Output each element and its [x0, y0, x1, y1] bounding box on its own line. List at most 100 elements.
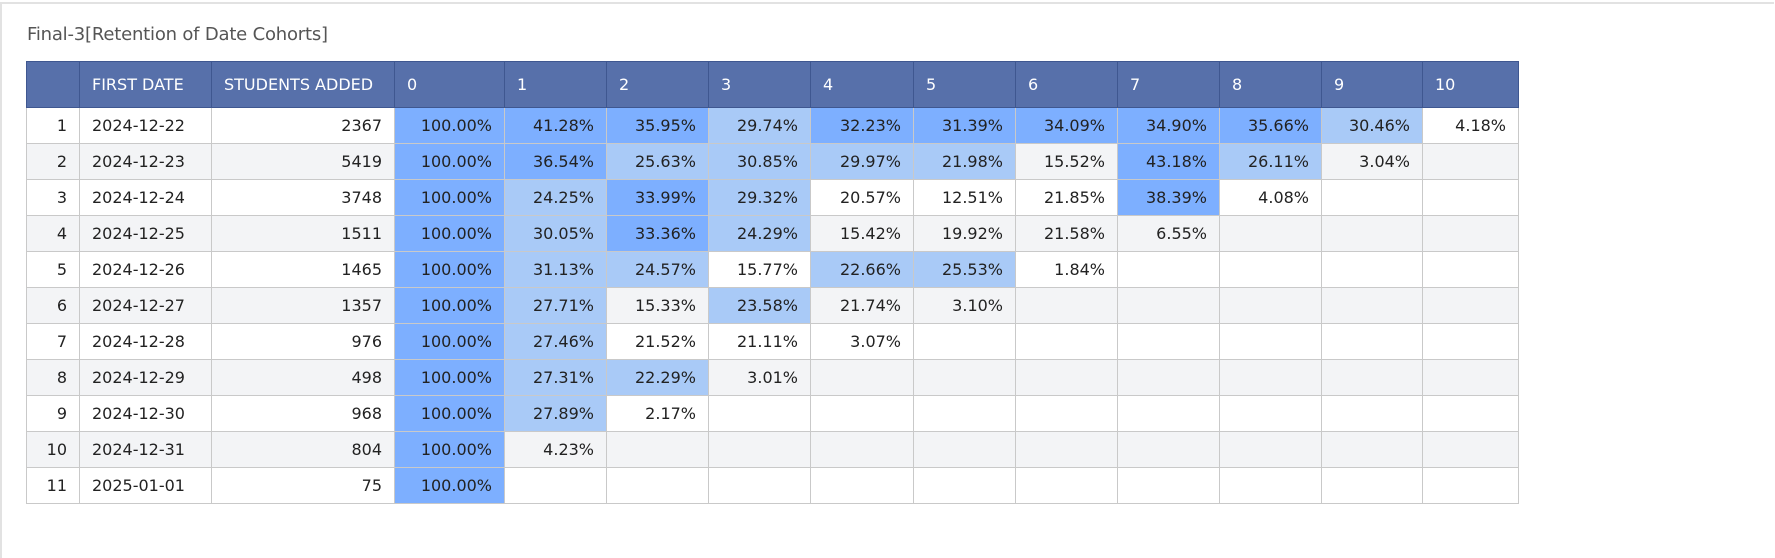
empty-cell — [1015, 323, 1118, 360]
empty-cell — [913, 467, 1016, 504]
empty-cell — [1321, 179, 1423, 216]
column-header-period-3[interactable]: 3 — [708, 61, 811, 108]
row-index-cell: 3 — [26, 179, 80, 216]
empty-cell — [1422, 467, 1519, 504]
column-header-period-6[interactable]: 6 — [1015, 61, 1118, 108]
table-row: 3 2024-12-24 3748 100.00% 24.25% 33.99% 29.32%… — [26, 179, 1519, 216]
empty-cell — [1015, 431, 1118, 468]
table-row: 5 2024-12-26 1465 100.00% 31.13% 24.57% 15.77%… — [26, 251, 1519, 288]
empty-cell — [606, 467, 709, 504]
retention-cell: 35.66% — [1219, 107, 1322, 144]
column-header-period-10[interactable]: 10 — [1422, 61, 1519, 108]
row-index-cell: 8 — [26, 359, 80, 396]
retention-cell: 100.00% — [394, 179, 505, 216]
empty-cell — [1219, 467, 1322, 504]
empty-cell — [1422, 215, 1519, 252]
retention-cell: 3.07% — [810, 323, 914, 360]
empty-cell — [1321, 251, 1423, 288]
retention-cell: 29.74% — [708, 107, 811, 144]
retention-cell: 24.25% — [504, 179, 607, 216]
students-added-cell: 5419 — [211, 143, 395, 180]
empty-cell — [1117, 431, 1220, 468]
empty-cell — [913, 359, 1016, 396]
column-header-first-date[interactable]: FIRST DATE — [79, 61, 212, 108]
row-index-cell: 2 — [26, 143, 80, 180]
empty-cell — [1321, 215, 1423, 252]
empty-cell — [1422, 395, 1519, 432]
first-date-cell: 2025-01-01 — [79, 467, 212, 504]
retention-cell: 27.31% — [504, 359, 607, 396]
students-added-cell: 1357 — [211, 287, 395, 324]
first-date-cell: 2024-12-31 — [79, 431, 212, 468]
retention-cell: 1.84% — [1015, 251, 1118, 288]
retention-cell: 25.63% — [606, 143, 709, 180]
retention-cell: 3.10% — [913, 287, 1016, 324]
table-row: 11 2025-01-01 75 100.00% — [26, 467, 1519, 504]
empty-cell — [1219, 395, 1322, 432]
retention-cell: 21.52% — [606, 323, 709, 360]
retention-cell: 41.28% — [504, 107, 607, 144]
retention-cell: 20.57% — [810, 179, 914, 216]
students-added-cell: 3748 — [211, 179, 395, 216]
column-header-period-7[interactable]: 7 — [1117, 61, 1220, 108]
first-date-cell: 2024-12-25 — [79, 215, 212, 252]
column-header-period-5[interactable]: 5 — [913, 61, 1016, 108]
retention-cell: 100.00% — [394, 431, 505, 468]
empty-cell — [1117, 287, 1220, 324]
empty-cell — [1321, 287, 1423, 324]
empty-cell — [1422, 143, 1519, 180]
table-row: 1 2024-12-22 2367 100.00% 41.28% 35.95% 29.74%… — [26, 107, 1519, 144]
first-date-cell: 2024-12-28 — [79, 323, 212, 360]
row-index-cell: 10 — [26, 431, 80, 468]
retention-cell: 32.23% — [810, 107, 914, 144]
empty-cell — [1015, 287, 1118, 324]
students-added-cell: 976 — [211, 323, 395, 360]
empty-cell — [1219, 323, 1322, 360]
column-header-period-2[interactable]: 2 — [606, 61, 709, 108]
retention-cell: 30.85% — [708, 143, 811, 180]
empty-cell — [1219, 215, 1322, 252]
column-header-row-number[interactable] — [26, 61, 80, 108]
retention-cell: 2.17% — [606, 395, 709, 432]
retention-cell: 29.32% — [708, 179, 811, 216]
students-added-cell: 2367 — [211, 107, 395, 144]
retention-cell: 35.95% — [606, 107, 709, 144]
empty-cell — [1219, 287, 1322, 324]
row-index-cell: 1 — [26, 107, 80, 144]
empty-cell — [1321, 467, 1423, 504]
retention-cell: 4.18% — [1422, 107, 1519, 144]
retention-cell: 100.00% — [394, 251, 505, 288]
retention-cell: 43.18% — [1117, 143, 1220, 180]
empty-cell — [1117, 395, 1220, 432]
empty-cell — [1117, 323, 1220, 360]
retention-cell: 33.36% — [606, 215, 709, 252]
retention-cell: 23.58% — [708, 287, 811, 324]
empty-cell — [1422, 431, 1519, 468]
retention-cell: 12.51% — [913, 179, 1016, 216]
empty-cell — [1219, 431, 1322, 468]
table-row: 2 2024-12-23 5419 100.00% 36.54% 25.63% 30.85%… — [26, 143, 1519, 180]
empty-cell — [913, 431, 1016, 468]
retention-cell: 30.46% — [1321, 107, 1423, 144]
retention-cell: 21.74% — [810, 287, 914, 324]
column-header-students-added[interactable]: STUDENTS ADDED — [211, 61, 395, 108]
retention-cell: 19.92% — [913, 215, 1016, 252]
table-row: 4 2024-12-25 1511 100.00% 30.05% 33.36% 24.29%… — [26, 215, 1519, 252]
column-header-period-1[interactable]: 1 — [504, 61, 607, 108]
retention-cell: 21.98% — [913, 143, 1016, 180]
retention-cell: 15.33% — [606, 287, 709, 324]
column-header-period-9[interactable]: 9 — [1321, 61, 1423, 108]
column-header-period-0[interactable]: 0 — [394, 61, 505, 108]
first-date-cell: 2024-12-27 — [79, 287, 212, 324]
retention-cell: 36.54% — [504, 143, 607, 180]
retention-cell: 33.99% — [606, 179, 709, 216]
retention-cell: 100.00% — [394, 359, 505, 396]
retention-cell: 21.85% — [1015, 179, 1118, 216]
column-header-period-8[interactable]: 8 — [1219, 61, 1322, 108]
empty-cell — [1117, 467, 1220, 504]
column-header-period-4[interactable]: 4 — [810, 61, 914, 108]
empty-cell — [810, 431, 914, 468]
empty-cell — [810, 467, 914, 504]
empty-cell — [1015, 467, 1118, 504]
